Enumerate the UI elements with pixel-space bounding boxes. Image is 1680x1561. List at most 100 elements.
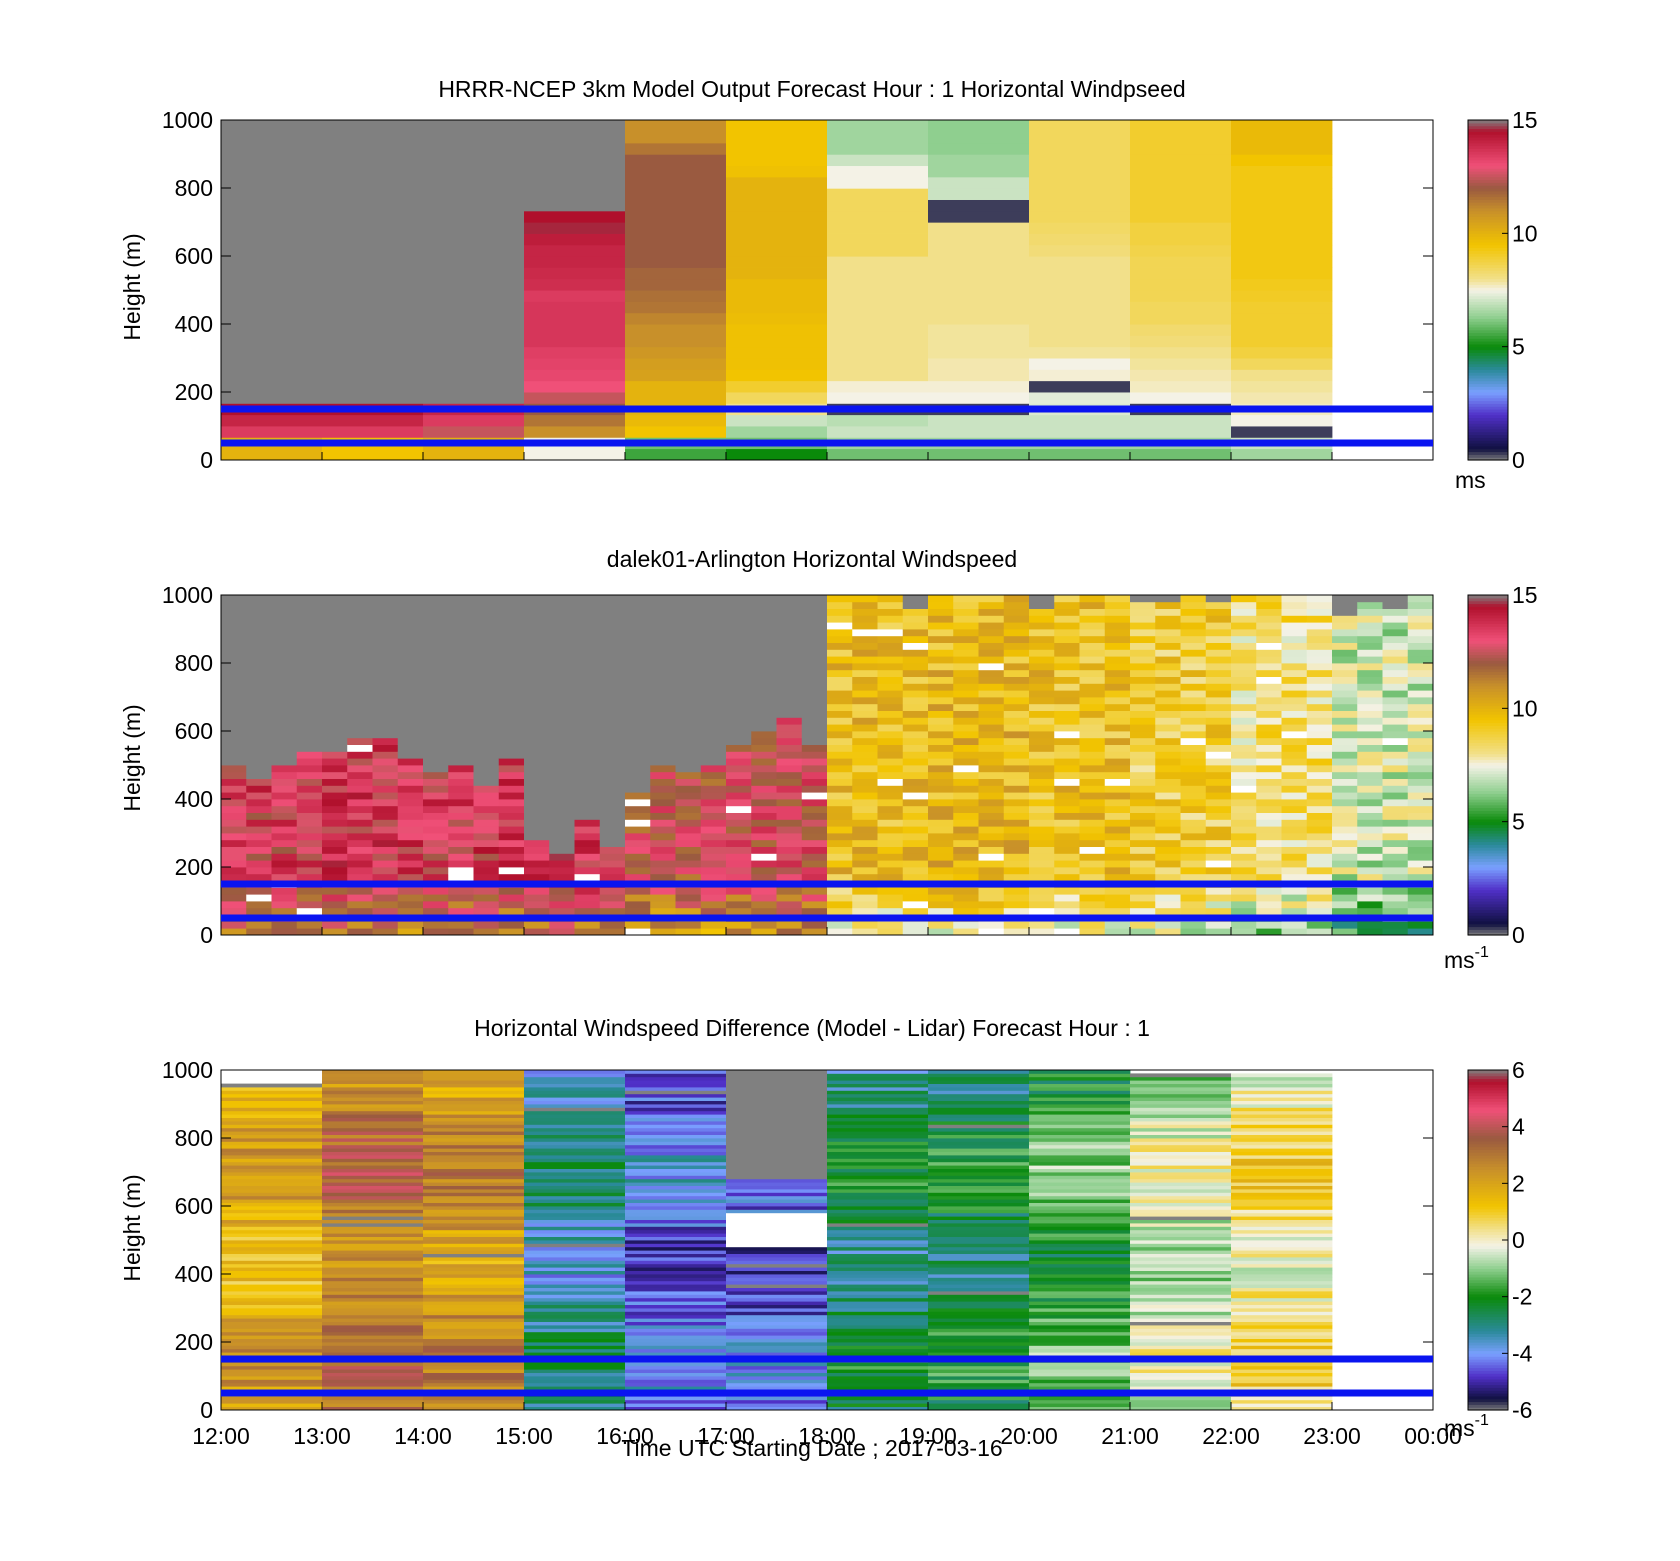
heatmap-cell (827, 1185, 929, 1190)
heatmap-cell (827, 1080, 929, 1084)
heatmap-cell (1357, 703, 1383, 711)
heatmap-cell (524, 1386, 626, 1390)
heatmap-cell (221, 1131, 323, 1135)
heatmap-cell (498, 642, 525, 650)
heatmap-cell (322, 778, 348, 786)
heatmap-cell (751, 873, 777, 881)
heatmap-cell (1054, 792, 1080, 800)
heatmap-cell (271, 731, 298, 739)
heatmap-cell (397, 676, 424, 684)
y-tick-label: 200 (175, 1329, 213, 1355)
heatmap-cell (322, 1192, 424, 1197)
heatmap-cell (246, 717, 272, 725)
heatmap-cell (397, 873, 424, 881)
colorbar-segment (1468, 188, 1508, 192)
heatmap-cell (1104, 839, 1131, 847)
heatmap-cell (1130, 1236, 1232, 1241)
heatmap-cell (524, 812, 550, 820)
heatmap-cell (1079, 799, 1106, 807)
heatmap-cell (700, 826, 727, 834)
heatmap-cell (625, 1100, 727, 1105)
heatmap-cell (726, 1311, 828, 1316)
heatmap-cell (1130, 731, 1156, 739)
heatmap-cell (1029, 1185, 1131, 1190)
heatmap-cell (726, 1202, 828, 1207)
heatmap-cell (877, 731, 904, 739)
heatmap-cell (1130, 1246, 1232, 1251)
colorbar-segment (1468, 699, 1508, 704)
heatmap-cell (448, 921, 474, 929)
heatmap-cell (1256, 697, 1282, 705)
heatmap-cell (423, 1342, 525, 1346)
heatmap-cell (928, 676, 954, 684)
heatmap-cell (827, 1212, 929, 1217)
heatmap-cell (221, 833, 247, 841)
heatmap-cell (650, 697, 676, 705)
heatmap-cell (1231, 1267, 1333, 1271)
heatmap-cell (827, 697, 853, 705)
heatmap-cell (1231, 1138, 1333, 1142)
heatmap-cell (322, 1076, 424, 1081)
heatmap-cell (726, 690, 752, 698)
heatmap-cell (726, 414, 828, 427)
colorbar-segment (1468, 1143, 1508, 1148)
heatmap-cell (221, 1308, 323, 1312)
heatmap-cell (574, 690, 601, 698)
heatmap-cell (347, 846, 373, 854)
heatmap-cell (726, 1100, 828, 1105)
heatmap-cell (1306, 669, 1333, 677)
heatmap-cell (1130, 758, 1156, 766)
heatmap-cell (1205, 758, 1232, 766)
heatmap-cell (1104, 703, 1131, 711)
heatmap-cell (599, 758, 626, 766)
heatmap-cell (322, 1158, 424, 1163)
heatmap-cell (473, 608, 500, 616)
heatmap-cell (751, 629, 777, 637)
colorbar-segment (1468, 685, 1508, 690)
heatmap-cell (1130, 724, 1156, 732)
heatmap-cell (1407, 921, 1434, 929)
heatmap-cell (221, 1304, 323, 1309)
heatmap-cell (574, 697, 601, 705)
heatmap-cell (322, 1229, 424, 1234)
heatmap-cell (675, 642, 702, 650)
heatmap-cell (498, 839, 525, 847)
heatmap-cell (322, 369, 424, 382)
heatmap-cell (271, 785, 298, 793)
heatmap-cell (221, 222, 323, 234)
heatmap-cell (347, 907, 373, 915)
heatmap-cell (1357, 846, 1383, 854)
colorbar-segment (1468, 250, 1508, 254)
heatmap-cell (675, 819, 702, 827)
heatmap-cell (700, 642, 727, 650)
colorbar-segment (1468, 861, 1508, 865)
heatmap-cell (322, 683, 348, 691)
heatmap-cell (827, 1199, 929, 1203)
heatmap-cell (1231, 1311, 1333, 1316)
heatmap-cell (1205, 703, 1232, 711)
heatmap-cell (246, 703, 272, 711)
heatmap-cell (726, 1236, 828, 1241)
heatmap-cell (625, 278, 727, 291)
heatmap-cell (549, 765, 575, 773)
heatmap-cell (448, 669, 474, 677)
x-tick-label: 00:00 (1404, 1423, 1462, 1449)
heatmap-cell (1205, 860, 1232, 868)
heatmap-cell (1029, 1168, 1131, 1173)
heatmap-cell (726, 894, 752, 902)
heatmap-cell (322, 1253, 424, 1258)
heatmap-cell (726, 1127, 828, 1132)
heatmap-cell (322, 1311, 424, 1316)
heatmap-cell (726, 710, 752, 718)
heatmap-cell (246, 894, 272, 902)
heatmap-cell (473, 601, 500, 609)
heatmap-cell (625, 448, 727, 461)
heatmap-cell (1205, 690, 1232, 698)
heatmap-cell (221, 1342, 323, 1346)
colorbar-tick-label: 15 (1512, 582, 1538, 608)
heatmap-cell (1003, 595, 1030, 603)
heatmap-cell (877, 676, 904, 684)
heatmap-cell (902, 663, 929, 671)
heatmap-cell (1231, 380, 1333, 393)
